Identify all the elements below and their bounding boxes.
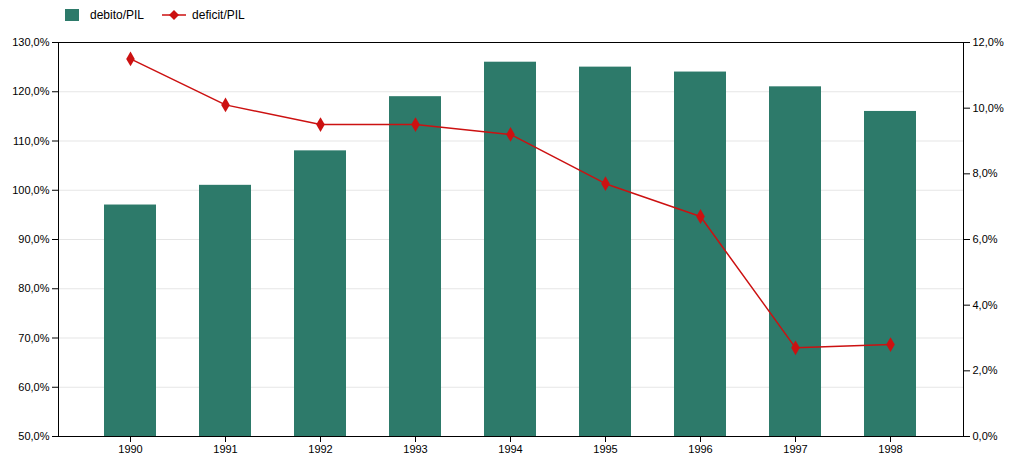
svg-text:80,0%: 80,0% bbox=[18, 282, 49, 294]
svg-text:1997: 1997 bbox=[783, 443, 807, 455]
svg-text:110,0%: 110,0% bbox=[13, 135, 50, 147]
html-text:debito/PIL: debito/PIL bbox=[90, 8, 144, 22]
svg-text:4,0%: 4,0% bbox=[973, 299, 998, 311]
svg-text:0,0%: 0,0% bbox=[973, 430, 998, 442]
svg-text:70,0%: 70,0% bbox=[18, 332, 49, 344]
svg-text:6,0%: 6,0% bbox=[973, 233, 998, 245]
svg-text:1994: 1994 bbox=[498, 443, 522, 455]
svg-text:130,0%: 130,0% bbox=[12, 36, 50, 48]
svg-text:10,0%: 10,0% bbox=[973, 102, 1004, 114]
svg-text:1990: 1990 bbox=[118, 443, 142, 455]
svg-text:1996: 1996 bbox=[688, 443, 712, 455]
svg-text:1998: 1998 bbox=[878, 443, 902, 455]
svg-text:1992: 1992 bbox=[308, 443, 332, 455]
svg-text:90,0%: 90,0% bbox=[18, 233, 49, 245]
svg-text:1993: 1993 bbox=[403, 443, 427, 455]
svg-text:1995: 1995 bbox=[593, 443, 617, 455]
html-text:deficit/PIL: deficit/PIL bbox=[192, 8, 245, 22]
svg-text:100,0%: 100,0% bbox=[12, 184, 50, 196]
svg-text:60,0%: 60,0% bbox=[18, 381, 49, 393]
svg-text:120,0%: 120,0% bbox=[12, 85, 50, 97]
svg-text:1991: 1991 bbox=[213, 443, 237, 455]
svg-text:8,0%: 8,0% bbox=[973, 167, 998, 179]
svg-text:50,0%: 50,0% bbox=[18, 430, 49, 442]
svg-text:2,0%: 2,0% bbox=[973, 364, 998, 376]
svg-text:12,0%: 12,0% bbox=[973, 36, 1004, 48]
